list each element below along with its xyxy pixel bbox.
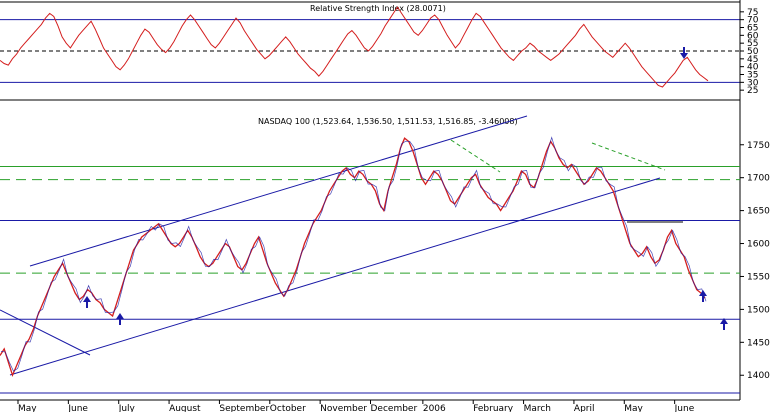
arrow-up-icon (116, 313, 124, 325)
rsi-tick-label: 30 (747, 78, 759, 88)
price-tick-label: 1600 (747, 240, 770, 250)
rsi-tick-label: 70 (747, 16, 759, 26)
x-tick-label: December (371, 404, 418, 412)
price-tick-label: 1650 (747, 207, 770, 217)
rsi-tick-label: 25 (747, 86, 758, 96)
x-tick-label: June (67, 404, 88, 412)
x-tick-label: February (473, 404, 514, 412)
price-series-line (0, 137, 706, 378)
arrow-up-icon (83, 296, 91, 308)
price-tick-label: 1500 (747, 305, 770, 315)
price-title: NASDAQ 100 (1,523.64, 1,536.50, 1,511.53… (258, 117, 518, 126)
x-tick-label: May (18, 404, 37, 412)
early-trend-line (0, 309, 91, 356)
price-tick-label: 1450 (747, 338, 770, 348)
x-tick-label: May (624, 404, 643, 412)
price-tick-label: 1400 (747, 371, 770, 381)
channel-lower-line (9, 177, 661, 376)
descending-green-line-2 (591, 142, 666, 171)
price-tick-label: 1750 (747, 141, 770, 151)
rsi-tick-label: 55 (747, 39, 758, 49)
rsi-arrow-down (680, 47, 688, 59)
price-series-overlay (0, 136, 707, 372)
x-tick-label: June (674, 404, 695, 412)
x-tick-label: November (320, 404, 367, 412)
x-tick-label: October (270, 404, 306, 412)
rsi-series-line (0, 6, 709, 88)
rsi-tick-label: 60 (747, 31, 759, 41)
rsi-tick-label: 65 (747, 24, 758, 34)
x-tick-label: April (574, 404, 595, 412)
arrow-up-icon (720, 318, 728, 330)
price-tick-label: 1550 (747, 272, 770, 282)
x-tick-label: July (118, 404, 136, 412)
channel-upper-line (29, 115, 528, 267)
rsi-panel: Relative Strength Index (28.0071) 253035… (0, 1, 759, 101)
price-tick-label: 1700 (747, 174, 770, 184)
rsi-tick-label: 75 (747, 8, 758, 18)
x-tick-label: August (169, 404, 201, 412)
arrow-up-icon (699, 290, 707, 302)
rsi-tick-label: 45 (747, 55, 758, 65)
rsi-tick-label: 40 (747, 63, 759, 73)
x-tick-label: September (219, 404, 269, 412)
rsi-tick-label: 35 (747, 71, 758, 81)
x-tick-label: March (524, 404, 551, 412)
rsi-title: Relative Strength Index (28.0071) (310, 4, 446, 13)
descending-green-line-1 (450, 139, 501, 173)
rsi-tick-label: 50 (747, 47, 759, 57)
x-tick-label: 2006 (423, 404, 446, 412)
